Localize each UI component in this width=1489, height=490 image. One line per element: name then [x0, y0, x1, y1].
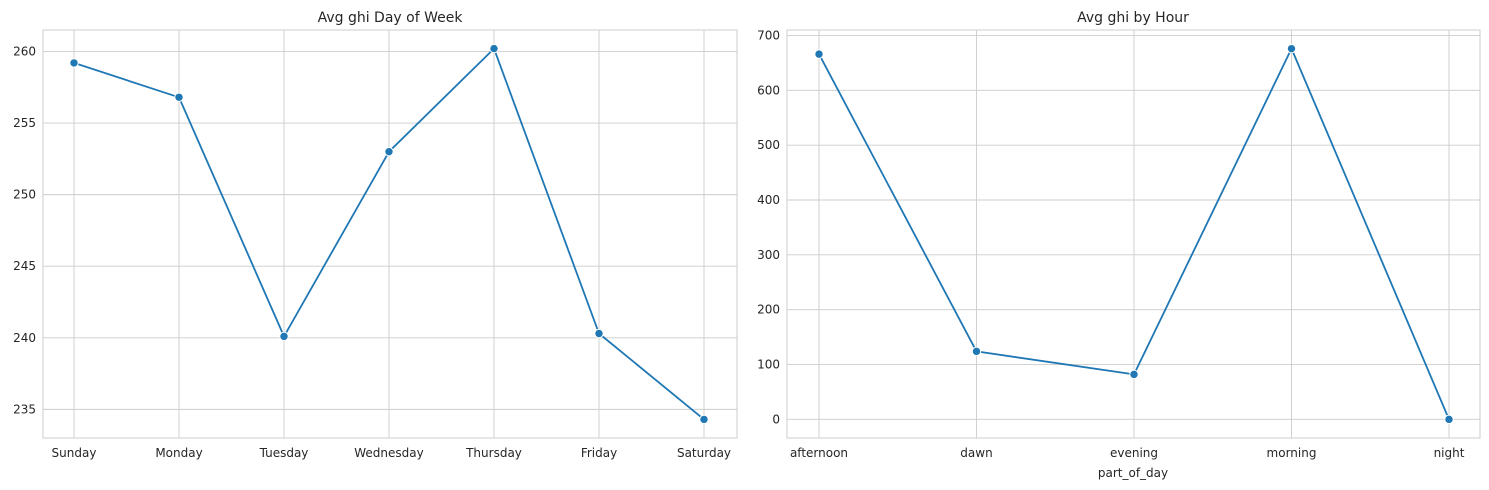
data-point: [1129, 369, 1139, 380]
data-point: [174, 92, 184, 102]
chart-title: Avg ghi by Hour: [1077, 10, 1189, 26]
data-point: [1286, 43, 1297, 54]
y-tick-label: 700: [757, 28, 780, 42]
data-point: [384, 146, 394, 157]
data-point: [489, 43, 499, 54]
y-tick-label: 260: [13, 44, 36, 58]
x-tick-label: Friday: [581, 446, 617, 460]
plot-frame: [786, 29, 1481, 439]
x-tick-label: Tuesday: [259, 446, 309, 460]
plot-frame: [42, 29, 738, 439]
y-tick-label: 300: [757, 248, 780, 262]
x-tick-label: dawn: [960, 446, 992, 460]
data-point: [69, 58, 79, 68]
data-point: [279, 331, 289, 342]
y-tick-label: 100: [757, 358, 780, 372]
x-tick-label: Saturday: [677, 446, 731, 460]
data-point: [699, 414, 709, 425]
y-tick-label: 400: [757, 193, 780, 207]
y-tick-label: 250: [13, 188, 36, 202]
y-tick-label: 500: [757, 138, 780, 152]
x-tick-label: Sunday: [52, 446, 97, 460]
x-tick-label: Wednesday: [354, 446, 423, 460]
y-tick-label: 200: [757, 303, 780, 317]
x-tick-label: morning: [1267, 446, 1317, 460]
data-point: [971, 346, 982, 357]
chart-day-of-week: Avg ghi Day of Week Sunday Monday Tuesday W…: [13, 10, 738, 460]
y-tick-label: 235: [13, 402, 36, 416]
x-tick-label: Thursday: [465, 446, 522, 460]
x-axis-label: part_of_day: [1098, 466, 1168, 480]
x-tick-label: afternoon: [790, 446, 848, 460]
data-point: [594, 328, 604, 339]
x-tick-label: evening: [1110, 446, 1158, 460]
x-tick-label: Monday: [155, 446, 202, 460]
y-tick-label: 255: [13, 116, 36, 130]
data-point: [814, 49, 824, 59]
x-tick-label: night: [1434, 446, 1465, 460]
data-point: [1444, 414, 1454, 425]
y-tick-label: 600: [757, 83, 780, 97]
y-tick-label: 0: [772, 412, 780, 426]
chart-by-hour: Avg ghi by Hour afternoon dawn evening morn…: [757, 10, 1481, 480]
chart-title: Avg ghi Day of Week: [318, 10, 464, 26]
y-tick-label: 245: [13, 259, 36, 273]
y-tick-label: 240: [13, 331, 36, 345]
